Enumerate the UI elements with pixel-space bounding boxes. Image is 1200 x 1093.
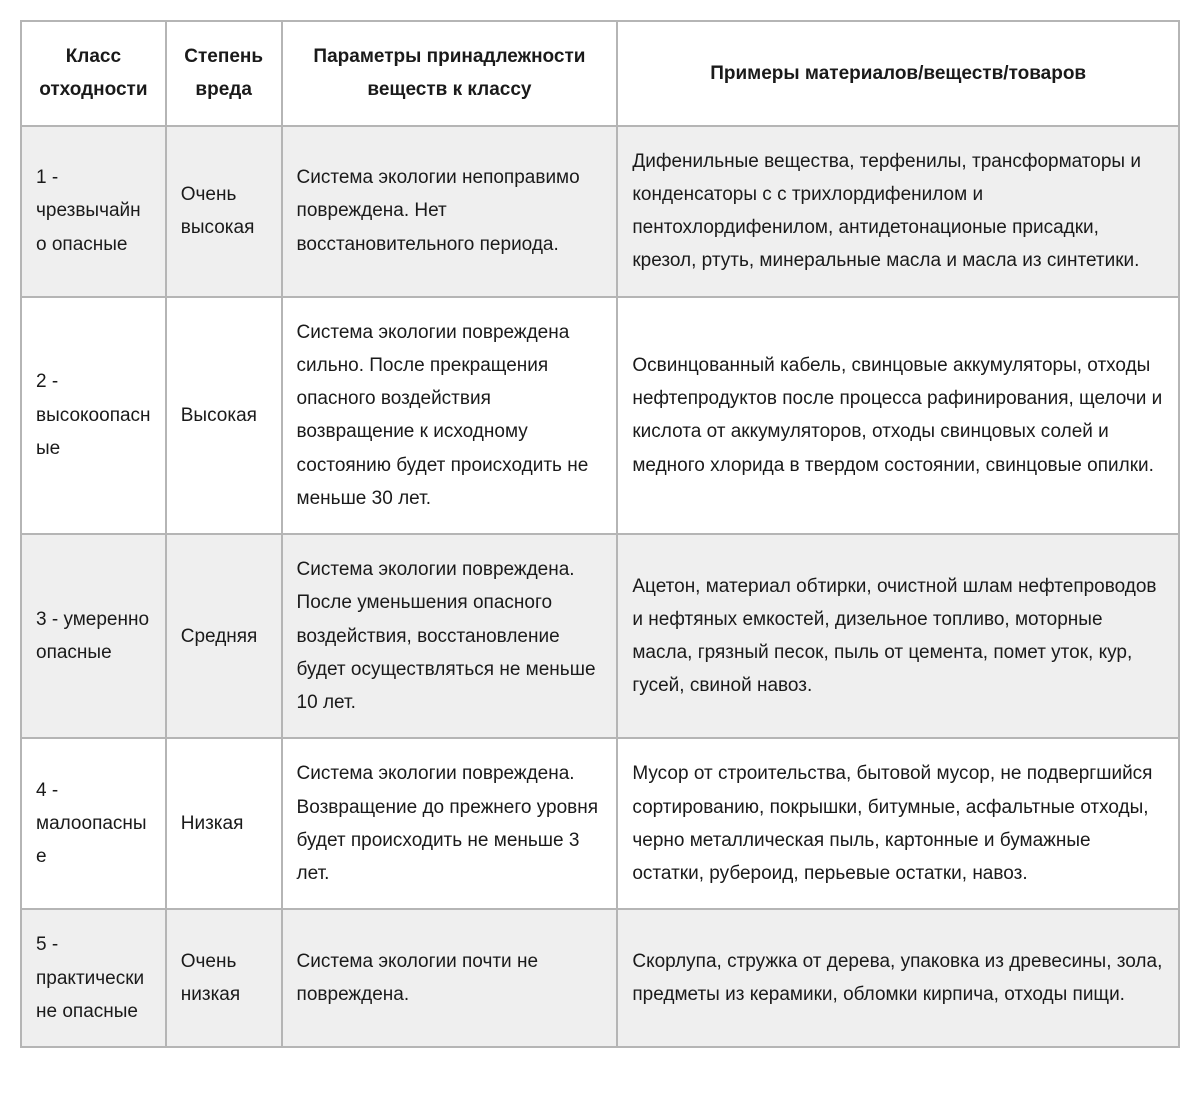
col-header-degree: Степень вреда bbox=[166, 21, 282, 126]
cell-class: 2 - высокоопасные bbox=[21, 297, 166, 535]
table-row: 2 - высокоопасные Высокая Система эколог… bbox=[21, 297, 1179, 535]
waste-class-table: Класс отходности Степень вреда Параметры… bbox=[20, 20, 1180, 1048]
cell-class: 5 - практически не опасные bbox=[21, 909, 166, 1047]
cell-degree: Высокая bbox=[166, 297, 282, 535]
cell-params: Система экологии почти не повреждена. bbox=[282, 909, 618, 1047]
cell-examples: Ацетон, материал обтирки, очистной шлам … bbox=[617, 534, 1179, 738]
cell-examples: Освинцованный кабель, свинцовые аккумуля… bbox=[617, 297, 1179, 535]
col-header-class: Класс отходности bbox=[21, 21, 166, 126]
table-row: 5 - практически не опасные Очень низкая … bbox=[21, 909, 1179, 1047]
cell-class: 3 - умеренно опасные bbox=[21, 534, 166, 738]
cell-params: Система экологии повреждена. Возвращение… bbox=[282, 738, 618, 909]
cell-degree: Низкая bbox=[166, 738, 282, 909]
table-header-row: Класс отходности Степень вреда Параметры… bbox=[21, 21, 1179, 126]
col-header-examples: Примеры материалов/веществ/товаров bbox=[617, 21, 1179, 126]
cell-degree: Очень высокая bbox=[166, 126, 282, 297]
cell-params: Система экологии повреждена. После умень… bbox=[282, 534, 618, 738]
cell-examples: Дифенильные вещества, терфенилы, трансфо… bbox=[617, 126, 1179, 297]
cell-params: Система экологии непоправимо повреждена.… bbox=[282, 126, 618, 297]
cell-examples: Мусор от строительства, бытовой мусор, н… bbox=[617, 738, 1179, 909]
cell-params: Система экологии повреждена сильно. Посл… bbox=[282, 297, 618, 535]
table-row: 4 - малоопасные Низкая Система экологии … bbox=[21, 738, 1179, 909]
cell-degree: Средняя bbox=[166, 534, 282, 738]
cell-degree: Очень низкая bbox=[166, 909, 282, 1047]
table-row: 3 - умеренно опасные Средняя Система эко… bbox=[21, 534, 1179, 738]
table-row: 1 - чрезвычайно опасные Очень высокая Си… bbox=[21, 126, 1179, 297]
cell-class: 1 - чрезвычайно опасные bbox=[21, 126, 166, 297]
col-header-params: Параметры принадлежности веществ к класс… bbox=[282, 21, 618, 126]
cell-examples: Скорлупа, стружка от дерева, упаковка из… bbox=[617, 909, 1179, 1047]
cell-class: 4 - малоопасные bbox=[21, 738, 166, 909]
